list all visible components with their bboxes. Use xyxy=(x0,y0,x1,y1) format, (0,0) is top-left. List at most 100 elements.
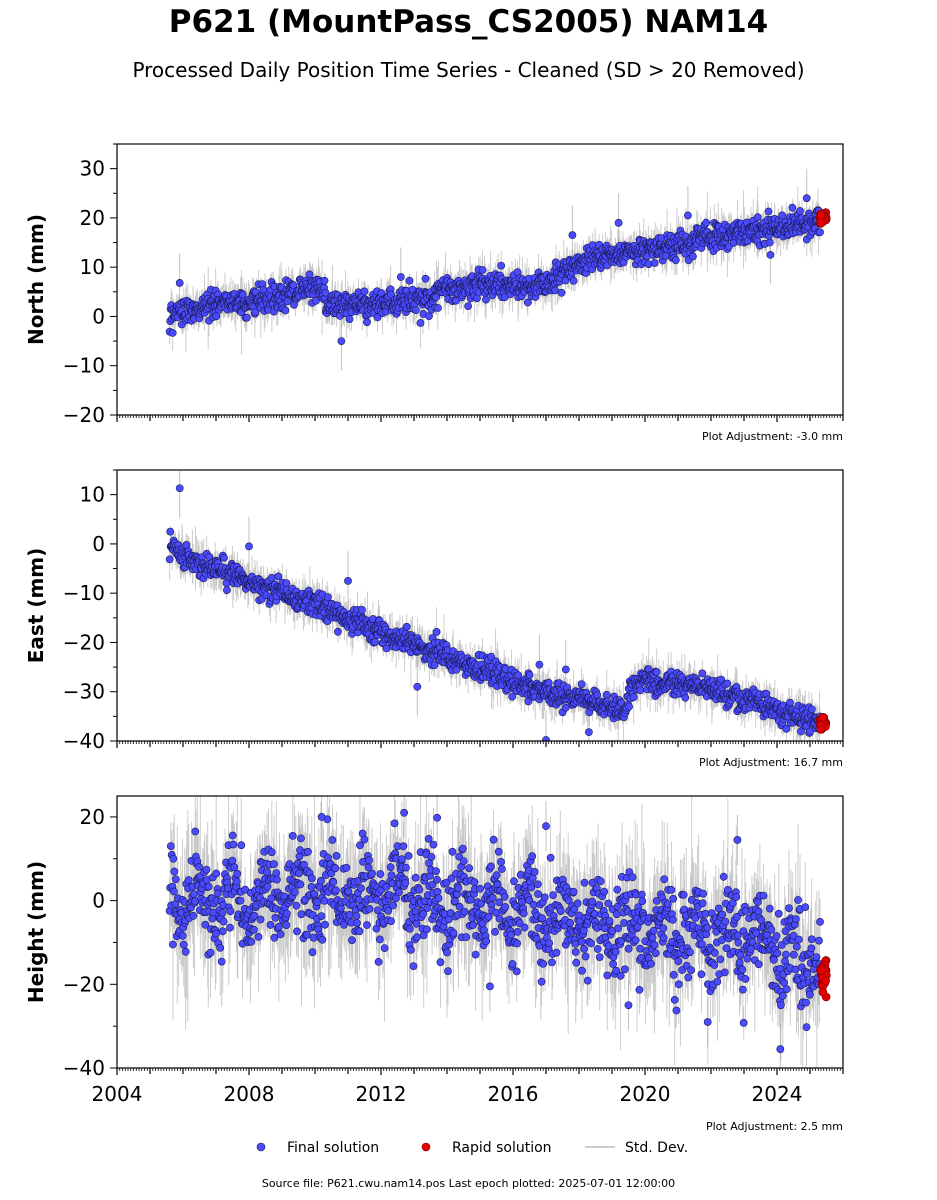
final-point xyxy=(363,921,371,929)
y-tick-label: −20 xyxy=(63,630,105,654)
final-point xyxy=(394,888,403,897)
final-point xyxy=(628,873,637,882)
final-point xyxy=(189,911,198,920)
final-point xyxy=(478,266,487,274)
final-point xyxy=(672,1006,681,1015)
final-point xyxy=(355,895,363,904)
final-point xyxy=(292,901,301,910)
final-point xyxy=(166,527,175,536)
final-point xyxy=(815,936,823,945)
final-point xyxy=(540,893,549,902)
final-point xyxy=(460,907,469,916)
final-point xyxy=(489,835,498,844)
final-point xyxy=(604,899,613,908)
final-point xyxy=(424,835,433,843)
plot-adjustment-note: Plot Adjustment: 2.5 mm xyxy=(706,1120,843,1133)
final-point xyxy=(344,576,352,585)
final-point xyxy=(651,949,660,958)
final-point xyxy=(590,910,599,918)
final-point xyxy=(595,953,604,961)
final-point xyxy=(352,912,361,920)
final-point xyxy=(789,950,798,959)
final-point xyxy=(612,910,621,919)
final-point xyxy=(801,903,810,911)
final-point xyxy=(267,574,276,582)
final-point xyxy=(614,924,622,933)
final-point xyxy=(471,950,480,959)
rapid-solution-series xyxy=(816,956,831,1002)
x-tick-label: 2020 xyxy=(620,1082,671,1106)
final-point xyxy=(513,928,522,936)
final-point xyxy=(785,904,793,912)
final-point xyxy=(274,922,283,931)
final-point xyxy=(739,1019,748,1027)
final-point xyxy=(195,863,203,871)
final-point xyxy=(720,968,729,977)
final-point xyxy=(482,937,491,946)
final-point xyxy=(539,960,547,968)
final-point xyxy=(573,899,582,908)
final-point xyxy=(605,917,614,925)
final-point xyxy=(782,950,790,959)
final-point xyxy=(669,971,678,979)
final-point xyxy=(332,852,341,860)
final-point xyxy=(663,900,672,908)
final-point xyxy=(722,944,731,953)
final-point xyxy=(233,869,242,878)
final-point xyxy=(593,691,602,699)
final-point xyxy=(213,889,222,898)
final-point xyxy=(219,917,228,926)
y-tick-label: 20 xyxy=(80,805,105,829)
final-point xyxy=(182,541,191,549)
final-point xyxy=(564,896,573,905)
final-point xyxy=(542,736,550,741)
final-point xyxy=(462,933,471,941)
final-point xyxy=(816,918,824,926)
final-point xyxy=(320,276,329,285)
final-point xyxy=(534,890,542,898)
final-point xyxy=(572,958,581,967)
legend-label: Rapid solution xyxy=(452,1140,552,1156)
final-point xyxy=(442,878,451,887)
chart-title: P621 (MountPass_CS2005) NAM14 xyxy=(168,4,769,40)
final-point xyxy=(652,668,661,676)
final-point xyxy=(357,606,366,614)
final-point xyxy=(508,692,517,701)
final-point xyxy=(320,896,329,905)
final-point xyxy=(660,875,669,884)
final-point xyxy=(569,887,578,896)
final-point xyxy=(494,847,503,856)
final-point xyxy=(458,844,467,853)
final-point xyxy=(733,836,742,844)
y-axis: −20 −10 0 10 20 30 xyxy=(63,143,117,427)
final-point xyxy=(659,933,668,942)
final-point xyxy=(429,840,438,849)
final-point xyxy=(679,891,688,899)
final-point xyxy=(782,725,791,733)
final-point xyxy=(217,957,226,966)
final-point xyxy=(202,865,211,874)
final-point xyxy=(270,933,279,942)
final-point xyxy=(782,985,791,993)
x-tick-label: 2024 xyxy=(752,1082,803,1106)
final-point xyxy=(300,860,308,869)
final-point xyxy=(764,207,773,216)
final-point xyxy=(637,890,646,899)
final-point xyxy=(650,259,659,267)
final-point xyxy=(411,873,420,882)
panel-1: −20 −10 0 10 20 30 North (mm) Plot Adjustment: … xyxy=(24,143,844,443)
final-point xyxy=(551,286,559,295)
final-point xyxy=(454,884,463,893)
final-point xyxy=(671,256,680,265)
final-solution-series xyxy=(165,194,824,345)
final-point xyxy=(406,946,415,954)
final-point xyxy=(613,885,622,894)
final-point xyxy=(413,682,422,691)
final-point xyxy=(433,304,442,312)
final-point xyxy=(307,883,316,891)
plot-adjustment-note: Plot Adjustment: -3.0 mm xyxy=(702,430,843,443)
source-footer: Source file: P621.cwu.nam14.pos Last epo… xyxy=(261,1177,676,1190)
final-point xyxy=(803,970,812,978)
final-point xyxy=(703,923,712,932)
final-point xyxy=(687,966,695,974)
